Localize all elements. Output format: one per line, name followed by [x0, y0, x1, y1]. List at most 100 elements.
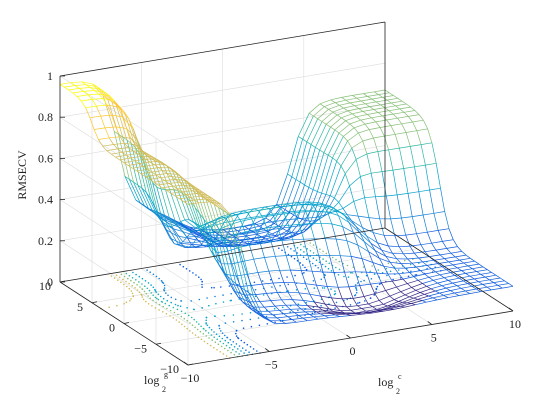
mesh-segment — [358, 106, 370, 109]
mesh-segment — [184, 184, 195, 188]
mesh-segment — [341, 313, 347, 315]
contour-point — [312, 257, 315, 260]
mesh-segment — [255, 229, 261, 244]
mesh-segment — [384, 133, 396, 137]
mesh-segment — [407, 257, 419, 260]
mesh-segment — [326, 311, 338, 314]
mesh-segment — [105, 92, 110, 97]
mesh-segment — [277, 206, 283, 214]
mesh-segment — [443, 292, 455, 296]
mesh-segment — [211, 240, 216, 244]
mesh-segment — [310, 204, 315, 211]
mesh-segment — [238, 247, 244, 262]
contour-point — [223, 347, 226, 350]
mesh-segment — [307, 255, 313, 272]
mesh-segment — [239, 238, 251, 241]
mesh-segment — [186, 197, 198, 227]
mesh-segment — [104, 127, 110, 138]
mesh-segment — [159, 216, 164, 220]
contour-point — [335, 266, 337, 269]
mesh-segment — [403, 110, 415, 113]
mesh-segment — [187, 227, 193, 232]
mesh-segment — [276, 203, 282, 208]
mesh-segment — [389, 305, 401, 310]
mesh-segment — [321, 121, 327, 125]
contour-point — [213, 346, 215, 349]
mesh-segment — [314, 301, 325, 305]
mesh-segment — [166, 190, 172, 194]
mesh-segment — [329, 205, 335, 209]
contour-point — [186, 327, 188, 330]
mesh-segment — [322, 309, 334, 312]
mesh-segment — [185, 193, 197, 195]
mesh-segment — [403, 252, 415, 255]
contour-point — [221, 337, 224, 340]
mesh-segment — [311, 308, 317, 313]
mesh-segment — [192, 190, 204, 193]
mesh-segment — [155, 213, 160, 217]
contour-point — [290, 248, 292, 250]
contour-point — [378, 283, 381, 285]
mesh-segment — [500, 277, 505, 282]
mesh-segment — [134, 144, 140, 149]
mesh-segment — [428, 295, 434, 299]
mesh-segment — [422, 297, 433, 301]
mesh-segment — [104, 126, 116, 129]
z-axis-label: RMSECV — [15, 150, 29, 200]
contour-point — [233, 346, 236, 348]
mesh-segment — [458, 293, 470, 296]
mesh-segment — [405, 132, 411, 147]
mesh-segment — [115, 126, 127, 129]
mesh-segment — [235, 237, 240, 241]
mesh-segment — [282, 233, 288, 239]
contour-point — [130, 279, 132, 282]
mesh-segment — [393, 111, 405, 115]
mesh-segment — [244, 223, 256, 227]
mesh-segment — [264, 204, 276, 208]
contour-point — [230, 292, 232, 295]
mesh-segment — [323, 204, 335, 209]
mesh-segment — [440, 188, 446, 212]
mesh-segment — [147, 168, 153, 173]
mesh-segment — [192, 190, 198, 194]
mesh-segment — [152, 182, 158, 188]
mesh-segment — [205, 241, 211, 250]
mesh-segment — [296, 304, 302, 310]
mesh-segment — [344, 215, 357, 227]
mesh-segment — [493, 282, 499, 286]
contour-point — [141, 288, 143, 290]
x-tick — [346, 334, 351, 339]
contour-point — [249, 346, 252, 348]
mesh-segment — [336, 114, 342, 119]
mesh-segment — [352, 111, 364, 115]
mesh-segment — [281, 320, 286, 324]
mesh-segment — [409, 272, 415, 277]
mesh-segment — [222, 242, 227, 245]
contour-point — [395, 261, 398, 263]
mesh-segment — [401, 121, 413, 125]
contour-point — [180, 315, 183, 318]
mesh-segment — [79, 88, 84, 92]
contour-point — [122, 278, 124, 281]
mesh-segment — [311, 308, 323, 311]
mesh-segment — [285, 304, 291, 310]
mesh-segment — [152, 156, 157, 160]
z-tick-label: 0.6 — [38, 151, 53, 165]
mesh-segment — [89, 115, 101, 119]
mesh-segment — [298, 315, 304, 319]
mesh-segment — [324, 106, 329, 110]
mesh-segment — [286, 226, 292, 234]
mesh-segment — [289, 309, 295, 313]
mesh-segment — [324, 315, 329, 319]
mesh-segment — [83, 91, 89, 96]
x-axis-label-main: log — [378, 375, 393, 389]
mesh-segment — [320, 223, 326, 239]
mesh-segment — [258, 208, 270, 211]
contour-point — [222, 342, 225, 345]
mesh-segment — [415, 285, 427, 291]
mesh-segment — [211, 197, 217, 202]
mesh-segment — [227, 213, 233, 217]
mesh-segment — [332, 111, 338, 116]
contour-point — [188, 270, 191, 272]
contour-point — [355, 291, 358, 294]
